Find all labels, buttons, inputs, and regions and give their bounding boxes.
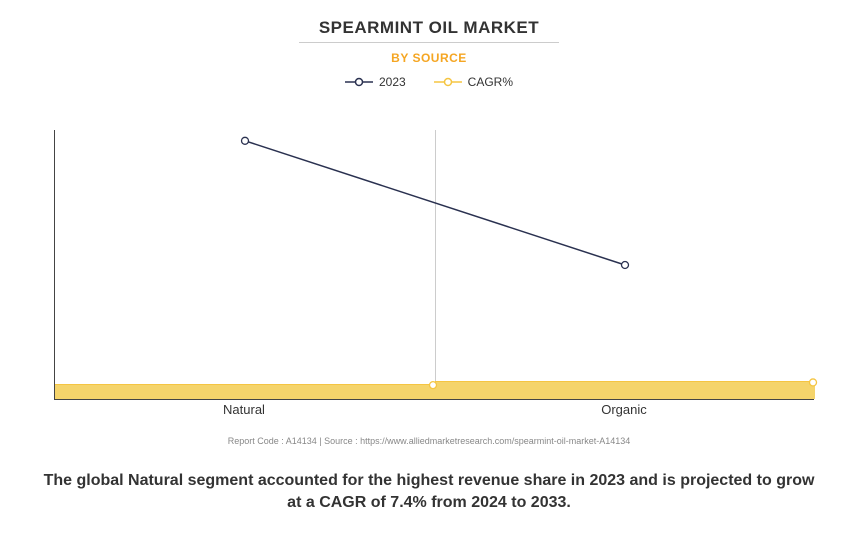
title-underline <box>299 42 559 43</box>
series-line-2023 <box>245 141 625 265</box>
report-code: A14134 <box>286 436 317 446</box>
caption-text: The global Natural segment accounted for… <box>40 470 818 515</box>
report-code-label: Report Code : <box>228 436 286 446</box>
chart-area: Natural Organic <box>54 130 814 420</box>
legend-item-cagr: CAGR% <box>434 75 513 89</box>
header: SPEARMINT OIL MARKET BY SOURCE <box>0 0 858 65</box>
source-url: https://www.alliedmarketresearch.com/spe… <box>360 436 630 446</box>
legend-marker-cagr <box>434 77 462 87</box>
marker-cagr-1 <box>810 379 817 386</box>
chart-subtitle: BY SOURCE <box>0 51 858 65</box>
legend: 2023 CAGR% <box>0 75 858 89</box>
footer-meta: Report Code : A14134 | Source : https://… <box>0 436 858 446</box>
legend-label: 2023 <box>379 75 406 89</box>
marker-2023-1 <box>622 262 629 269</box>
x-axis-labels: Natural Organic <box>54 400 814 420</box>
chart-title: SPEARMINT OIL MARKET <box>0 18 858 38</box>
source-label: Source : <box>324 436 360 446</box>
xlabel-natural: Natural <box>223 402 265 417</box>
legend-marker-2023 <box>345 77 373 87</box>
plot-region <box>54 130 814 400</box>
legend-item-2023: 2023 <box>345 75 406 89</box>
legend-label: CAGR% <box>468 75 513 89</box>
marker-cagr-0 <box>430 382 437 389</box>
marker-2023-0 <box>242 137 249 144</box>
xlabel-organic: Organic <box>601 402 647 417</box>
line-layer <box>55 130 815 400</box>
